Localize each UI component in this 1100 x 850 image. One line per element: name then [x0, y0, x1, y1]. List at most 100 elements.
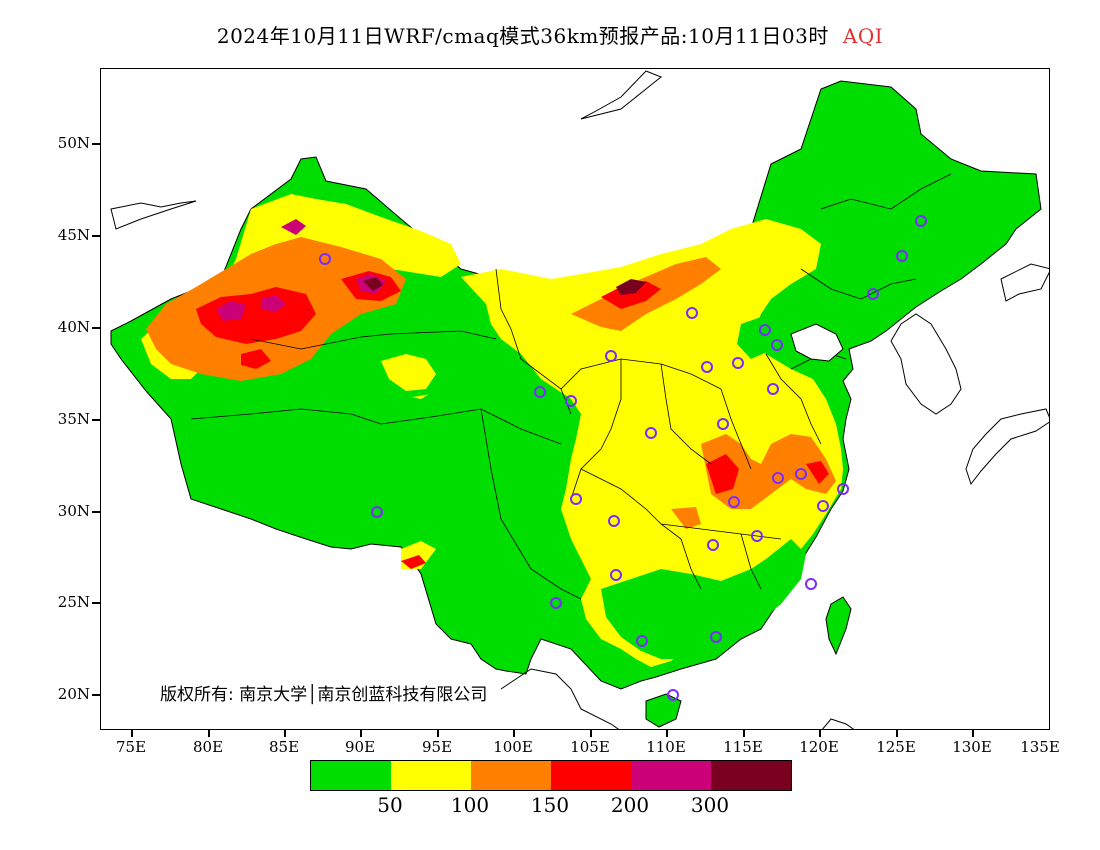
region-unhealthy-aqi-north — [601, 281, 661, 309]
region-good-aqi-pocket — [737, 317, 776, 359]
region-very-unhealthy-aqi-2 — [261, 295, 286, 312]
lat-label-20n: 20N — [57, 685, 90, 703]
station-marker — [636, 635, 648, 647]
lon-label-125e: 125E — [876, 738, 916, 756]
japan-island — [965, 408, 1049, 486]
lat-label-25n: 25N — [57, 593, 90, 611]
lat-tick — [92, 694, 100, 696]
bohai-sea — [790, 323, 844, 362]
lon-tick — [666, 730, 668, 737]
lon-tick — [131, 730, 133, 737]
lat-tick — [92, 143, 100, 145]
lon-label-100e: 100E — [493, 738, 533, 756]
station-marker — [837, 483, 849, 495]
station-marker — [751, 530, 763, 542]
station-marker — [817, 500, 829, 512]
lon-tick — [437, 730, 439, 737]
station-marker — [759, 324, 771, 336]
lon-label-80e: 80E — [192, 738, 224, 756]
lon-tick — [896, 730, 898, 737]
lon-tick — [360, 730, 362, 737]
station-marker — [728, 496, 740, 508]
station-marker — [867, 288, 879, 300]
lat-label-35n: 35N — [57, 410, 90, 428]
legend-label-200: 200 — [610, 793, 650, 817]
station-marker — [686, 307, 698, 319]
color-legend — [310, 760, 792, 791]
hainan-island — [645, 693, 682, 728]
lon-tick — [743, 730, 745, 737]
station-marker — [795, 468, 807, 480]
lon-label-110e: 110E — [646, 738, 686, 756]
region-good-aqi-south — [601, 539, 806, 659]
legend-swatch-hazardous — [711, 761, 791, 790]
legend-swatch-very-unhealthy — [631, 761, 711, 790]
province-borders — [190, 173, 952, 600]
title-variable: AQI — [842, 24, 884, 48]
region-very-unhealthy-aqi-1 — [216, 301, 246, 321]
border-philippines — [822, 718, 855, 729]
border-west — [110, 200, 197, 230]
legend-label-300: 300 — [690, 793, 730, 817]
lon-tick — [590, 730, 592, 737]
legend-label-50: 50 — [377, 793, 403, 817]
station-marker — [805, 578, 817, 590]
station-marker — [550, 597, 562, 609]
station-marker — [565, 395, 577, 407]
region-very-unhealthy-aqi-4 — [281, 219, 306, 235]
region-unhealthy-aqi-xinjiang — [196, 287, 316, 344]
legend-swatch-usg — [471, 761, 551, 790]
lon-tick — [513, 730, 515, 737]
lat-tick — [92, 235, 100, 237]
korea-peninsula — [890, 313, 962, 415]
station-marker — [534, 386, 546, 398]
legend-label-100: 100 — [450, 793, 490, 817]
station-marker — [771, 339, 783, 351]
station-marker — [319, 253, 331, 265]
lon-label-95e: 95E — [421, 738, 453, 756]
station-marker — [667, 689, 679, 701]
lon-label-105e: 105E — [570, 738, 610, 756]
lat-label-30n: 30N — [57, 502, 90, 520]
region-hazardous-aqi-1 — [363, 277, 383, 291]
station-marker — [707, 539, 719, 551]
lat-tick — [92, 327, 100, 329]
border-southeast-asia — [500, 668, 620, 729]
region-usg-aqi-central — [701, 434, 836, 509]
chart-title: 2024年10月11日WRF/cmaq模式36km预报产品:10月11日03时 A… — [0, 20, 1100, 49]
lon-label-130e: 130E — [952, 738, 992, 756]
station-marker — [915, 215, 927, 227]
map-svg — [110, 70, 1049, 729]
legend-swatch-moderate — [391, 761, 471, 790]
sea-coastline-north — [580, 70, 662, 120]
taiwan-island — [825, 596, 852, 656]
station-marker — [767, 383, 779, 395]
lat-tick — [92, 511, 100, 513]
region-unhealthy-aqi-east — [806, 461, 829, 484]
legend-label-150: 150 — [530, 793, 570, 817]
station-marker — [610, 569, 622, 581]
legend-swatch-unhealthy — [551, 761, 631, 790]
lon-tick — [972, 730, 974, 737]
region-usg-aqi-southwest — [671, 507, 701, 529]
lat-tick — [92, 419, 100, 421]
lon-label-75e: 75E — [115, 738, 147, 756]
station-marker — [371, 506, 383, 518]
station-marker — [732, 357, 744, 369]
lon-label-90e: 90E — [344, 738, 376, 756]
station-marker — [772, 472, 784, 484]
lon-tick — [819, 730, 821, 737]
region-hazardous-aqi-2 — [616, 279, 646, 295]
lat-tick — [92, 602, 100, 604]
lon-label-115e: 115E — [723, 738, 763, 756]
lon-tick — [284, 730, 286, 737]
station-marker — [896, 250, 908, 262]
lat-label-40n: 40N — [57, 318, 90, 336]
station-marker — [570, 493, 582, 505]
region-unhealthy-aqi-central — [706, 454, 739, 494]
station-marker — [605, 350, 617, 362]
lon-label-135e: 135E — [1020, 738, 1060, 756]
japan-north-island — [1000, 263, 1049, 302]
legend-swatch-good — [311, 761, 391, 790]
station-marker — [645, 427, 657, 439]
